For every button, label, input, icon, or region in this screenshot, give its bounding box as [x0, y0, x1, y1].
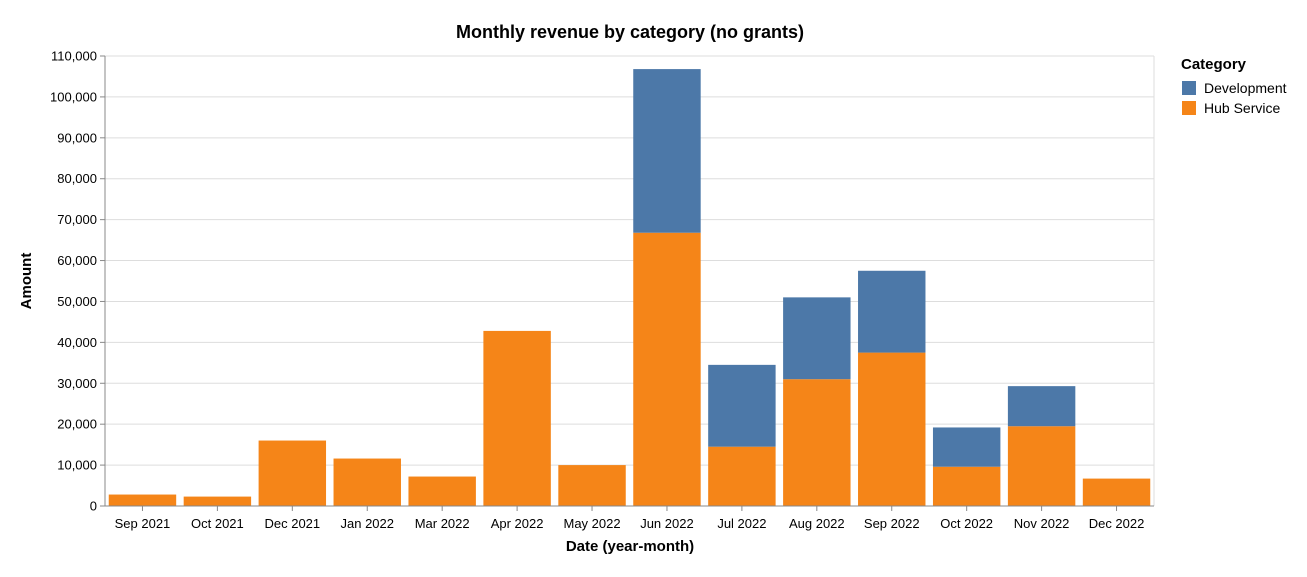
legend-label-development: Development — [1204, 80, 1287, 96]
legend-swatch-hub-service — [1182, 101, 1196, 115]
axes: 0 10,000 20,000 30,000 40,000 50,000 60,000 70,… — [50, 49, 1154, 531]
bar-hub-service — [483, 330, 551, 506]
x-axis-title: Date (year-month) — [566, 538, 694, 555]
bar-hub-service — [858, 352, 926, 506]
bar-hub-service — [183, 496, 252, 506]
x-tick-label: Jan 2022 — [341, 516, 395, 531]
x-tick-label: Jun 2022 — [640, 516, 694, 531]
bar-hub-service — [333, 458, 401, 506]
y-tick-label: 110,000 — [51, 49, 97, 64]
bar-hub-service — [633, 232, 701, 506]
legend: Category Development Hub Service — [1181, 56, 1287, 116]
bar-hub-service — [1007, 426, 1076, 506]
y-tick-label: 100,000 — [50, 89, 97, 104]
x-tick-label: Jul 2022 — [717, 516, 766, 531]
y-tick-label: 20,000 — [57, 417, 97, 432]
x-tick-label: Dec 2021 — [264, 516, 320, 531]
bar-development — [783, 297, 851, 380]
y-tick-label: 30,000 — [57, 376, 97, 391]
gridlines — [105, 55, 1155, 506]
y-tick-label: 90,000 — [57, 130, 97, 145]
legend-label-hub-service: Hub Service — [1204, 100, 1280, 116]
bar-development — [932, 427, 1001, 467]
bars — [108, 69, 1151, 506]
x-tick-label: Nov 2022 — [1014, 516, 1070, 531]
x-tick-label: May 2022 — [563, 516, 620, 531]
bar-development — [1007, 386, 1076, 427]
x-tick-label: Dec 2022 — [1089, 516, 1145, 531]
bar-development — [633, 69, 701, 233]
y-tick-label: 50,000 — [57, 294, 97, 309]
y-tick-label: 60,000 — [57, 253, 97, 268]
bar-hub-service — [408, 476, 476, 506]
bar-development — [708, 364, 776, 447]
bar-hub-service — [1082, 478, 1151, 506]
bar-hub-service — [932, 466, 1001, 506]
x-tick-label: Mar 2022 — [415, 516, 470, 531]
bar-hub-service — [708, 446, 776, 506]
x-tick-label: Oct 2021 — [191, 516, 244, 531]
chart-title: Monthly revenue by category (no grants) — [456, 22, 804, 42]
y-tick-label: 0 — [90, 499, 97, 514]
x-tick-label: Sep 2021 — [115, 516, 171, 531]
legend-title: Category — [1181, 56, 1247, 73]
bar-hub-service — [558, 465, 626, 506]
x-tick-label: Aug 2022 — [789, 516, 845, 531]
x-tick-label: Oct 2022 — [940, 516, 993, 531]
y-tick-label: 70,000 — [57, 212, 97, 227]
y-tick-label: 40,000 — [57, 335, 97, 350]
x-tick-label: Apr 2022 — [491, 516, 544, 531]
y-tick-label: 80,000 — [57, 171, 97, 186]
y-axis-title: Amount — [18, 253, 35, 310]
bar-hub-service — [783, 379, 851, 506]
bar-hub-service — [108, 494, 177, 506]
y-tick-label: 10,000 — [57, 458, 97, 473]
bar-hub-service — [258, 440, 327, 506]
x-tick-label: Sep 2022 — [864, 516, 920, 531]
legend-swatch-development — [1182, 81, 1196, 95]
bar-development — [858, 270, 926, 353]
